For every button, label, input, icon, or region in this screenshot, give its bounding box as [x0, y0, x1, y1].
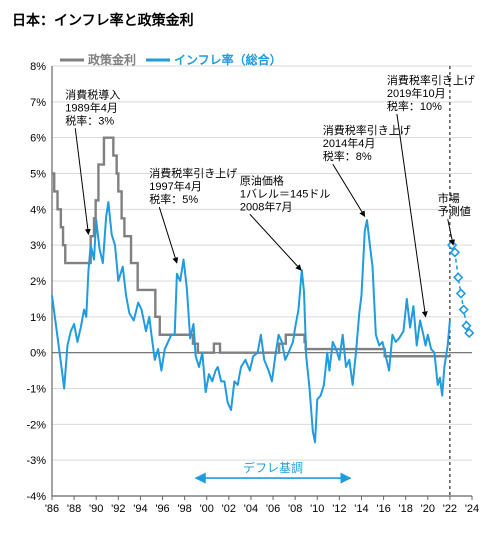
- annotation-a3: 2008年7月: [240, 199, 293, 213]
- annotation-a2: 税率：5%: [149, 192, 198, 206]
- svg-text:'02: '02: [222, 503, 236, 515]
- svg-text:5%: 5%: [30, 169, 46, 181]
- line-chart: -4% -3% -2% -1% 0% 1% 2% 3% 4% 5% 6% 7% 8% '86 '88 '90 '…: [12, 38, 488, 528]
- annotation-a2: 消費税率引き上げ: [149, 166, 237, 180]
- svg-text:0%: 0%: [30, 348, 46, 360]
- deflation-label: デフレ基調: [243, 460, 303, 475]
- svg-text:7%: 7%: [30, 97, 46, 109]
- annotation-a5: 消費税率引き上げ: [387, 73, 475, 87]
- annotation-a1: 税率：3%: [65, 113, 114, 127]
- svg-text:'94: '94: [133, 503, 147, 515]
- annotation-a6: 市場: [438, 191, 460, 205]
- svg-text:8%: 8%: [30, 61, 46, 73]
- svg-text:2%: 2%: [30, 276, 46, 288]
- annotation-a2: 1997年4月: [149, 179, 202, 193]
- svg-text:'86: '86: [45, 503, 59, 515]
- svg-text:'04: '04: [244, 503, 258, 515]
- svg-text:'22: '22: [443, 503, 457, 515]
- svg-text:'12: '12: [332, 503, 346, 515]
- svg-text:'96: '96: [155, 503, 169, 515]
- svg-text:'10: '10: [310, 503, 324, 515]
- annotation-a3: 1バレル＝145ドル: [240, 187, 330, 200]
- page-title: 日本：インフレ率と政策金利: [12, 10, 488, 30]
- svg-text:3%: 3%: [30, 240, 46, 252]
- svg-text:'18: '18: [399, 503, 413, 515]
- annotation-a4: 2014年4月: [323, 136, 376, 150]
- annotation-a1: 消費税導入: [65, 87, 120, 101]
- svg-text:6%: 6%: [30, 133, 46, 145]
- svg-text:'06: '06: [266, 503, 280, 515]
- svg-text:-4%: -4%: [26, 491, 46, 503]
- annotation-a5: 税率：10%: [387, 99, 442, 113]
- annotation-a6: 予測値: [438, 204, 471, 218]
- svg-text:'16: '16: [376, 503, 390, 515]
- annotation-a3: 原油価格: [240, 173, 284, 187]
- svg-text:'92: '92: [111, 503, 125, 515]
- svg-text:'00: '00: [200, 503, 214, 515]
- svg-text:-3%: -3%: [26, 455, 46, 467]
- legend-label: インフレ率（総合）: [174, 52, 282, 67]
- chart-container: -4% -3% -2% -1% 0% 1% 2% 3% 4% 5% 6% 7% 8% '86 '88 '90 '…: [12, 38, 488, 528]
- annotation-a4: 消費税率引き上げ: [323, 123, 411, 137]
- svg-text:'90: '90: [89, 503, 103, 515]
- svg-text:'88: '88: [67, 503, 81, 515]
- svg-text:-2%: -2%: [26, 419, 46, 431]
- annotation-a1: 1989年4月: [65, 100, 118, 114]
- svg-text:4%: 4%: [30, 204, 46, 216]
- annotation-a5: 2019年10月: [387, 86, 446, 100]
- legend-label: 政策金利: [88, 52, 136, 67]
- svg-text:'14: '14: [354, 503, 368, 515]
- svg-text:1%: 1%: [30, 312, 46, 324]
- svg-text:'24: '24: [465, 503, 479, 515]
- annotation-a4: 税率：8%: [323, 149, 372, 163]
- svg-text:'20: '20: [421, 503, 435, 515]
- svg-text:'08: '08: [288, 503, 302, 515]
- svg-text:-1%: -1%: [26, 384, 46, 396]
- svg-text:'98: '98: [177, 503, 191, 515]
